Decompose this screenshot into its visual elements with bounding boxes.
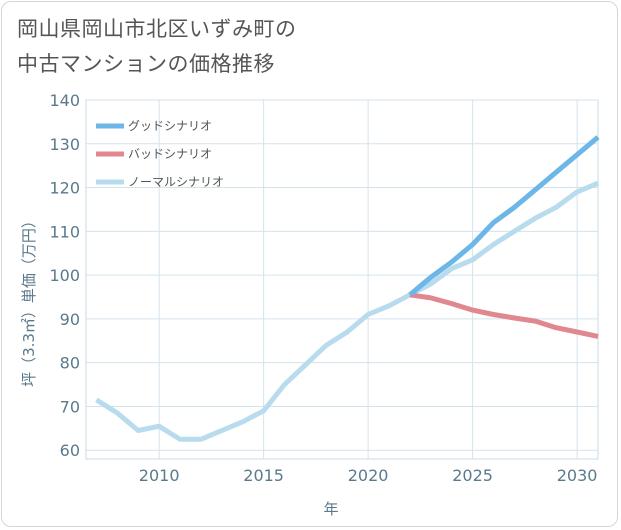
series-layer <box>95 135 600 442</box>
y-tick-label: 130 <box>49 135 80 154</box>
x-tick-label: 2025 <box>452 466 493 485</box>
x-tick-label: 2015 <box>243 466 284 485</box>
chart-title: 岡山県岡山市北区いずみ町の 中古マンションの価格推移 <box>17 12 297 82</box>
legend-label-1: バッドシナリオ <box>128 147 212 161</box>
y-tick-label: 90 <box>60 310 80 329</box>
x-tick-label: 2030 <box>557 466 598 485</box>
x-axis-title: 年 <box>323 500 338 518</box>
y-tick-label: 80 <box>60 354 80 373</box>
y-tick-label: 70 <box>60 397 80 416</box>
x-tick-label: 2020 <box>348 466 389 485</box>
tick-labels: 60 70 80 90 100 110 120 130 140 2010 2015 2020 2025 2… <box>49 91 597 485</box>
series-line-1 <box>409 292 599 339</box>
legend-label-0: グッドシナリオ <box>128 119 212 133</box>
y-tick-label: 110 <box>49 222 80 241</box>
y-tick-label: 120 <box>49 179 80 198</box>
y-axis-title: 坪（3.3㎡）単価（万円） <box>20 213 38 387</box>
series-line-0 <box>408 135 600 297</box>
series-line-2 <box>95 180 599 442</box>
legend-label-2: ノーマルシナリオ <box>128 175 224 189</box>
plot-area <box>85 99 599 460</box>
title-line-1: 岡山県岡山市北区いずみ町の <box>17 17 297 41</box>
x-tick-label: 2010 <box>139 466 180 485</box>
title-line-2: 中古マンションの価格推移 <box>17 52 275 76</box>
y-tick-label: 140 <box>49 91 80 110</box>
grid <box>85 99 599 460</box>
y-tick-label: 100 <box>49 266 80 285</box>
y-tick-label: 60 <box>60 441 80 460</box>
